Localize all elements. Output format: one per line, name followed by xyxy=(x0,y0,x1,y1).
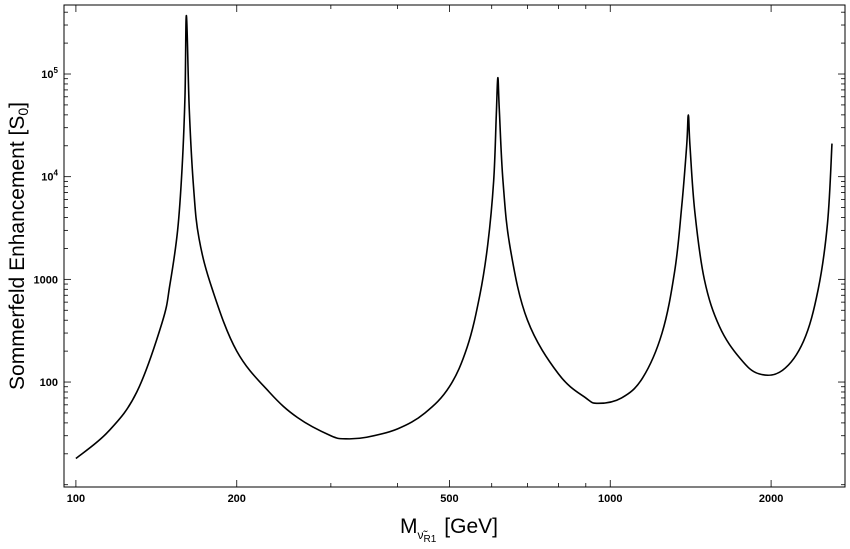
x-tick-label: 2000 xyxy=(759,493,783,505)
plot-frame xyxy=(63,4,846,488)
y-tick-label: 105 xyxy=(41,66,58,81)
x-tick-label: 100 xyxy=(67,493,85,505)
x-axis-title-sub-symbol: ν̃ xyxy=(418,528,429,542)
y-axis-title-main: Sommerfeld Enhancement [S xyxy=(6,116,29,390)
y-tick-label-base: 10 xyxy=(41,69,53,81)
x-tick-label: 500 xyxy=(440,493,458,505)
y-tick-label-exponent: 5 xyxy=(54,66,59,75)
series-line xyxy=(75,14,833,460)
tick-marks xyxy=(64,5,845,487)
x-tick-label: 200 xyxy=(228,493,246,505)
x-axis-title-unit: [GeV] xyxy=(444,515,498,538)
x-axis-title: Mν̃R1 [GeV] xyxy=(400,515,498,545)
x-tick-label: 1000 xyxy=(598,493,622,505)
y-axis-title-close: ] xyxy=(6,102,29,108)
y-tick-label: 100 xyxy=(40,377,58,389)
y-axis-title: Sommerfeld Enhancement [S0] xyxy=(6,102,31,390)
y-axis-title-sub: 0 xyxy=(15,108,31,116)
y-tick-label-exponent: 4 xyxy=(54,169,59,178)
y-tick-label-base: 10 xyxy=(41,172,53,184)
y-tick-label: 1000 xyxy=(34,274,58,286)
x-axis-title-main: M xyxy=(400,515,418,538)
y-tick-label: 104 xyxy=(41,169,58,184)
x-axis-title-sub-index: R1 xyxy=(424,534,437,545)
